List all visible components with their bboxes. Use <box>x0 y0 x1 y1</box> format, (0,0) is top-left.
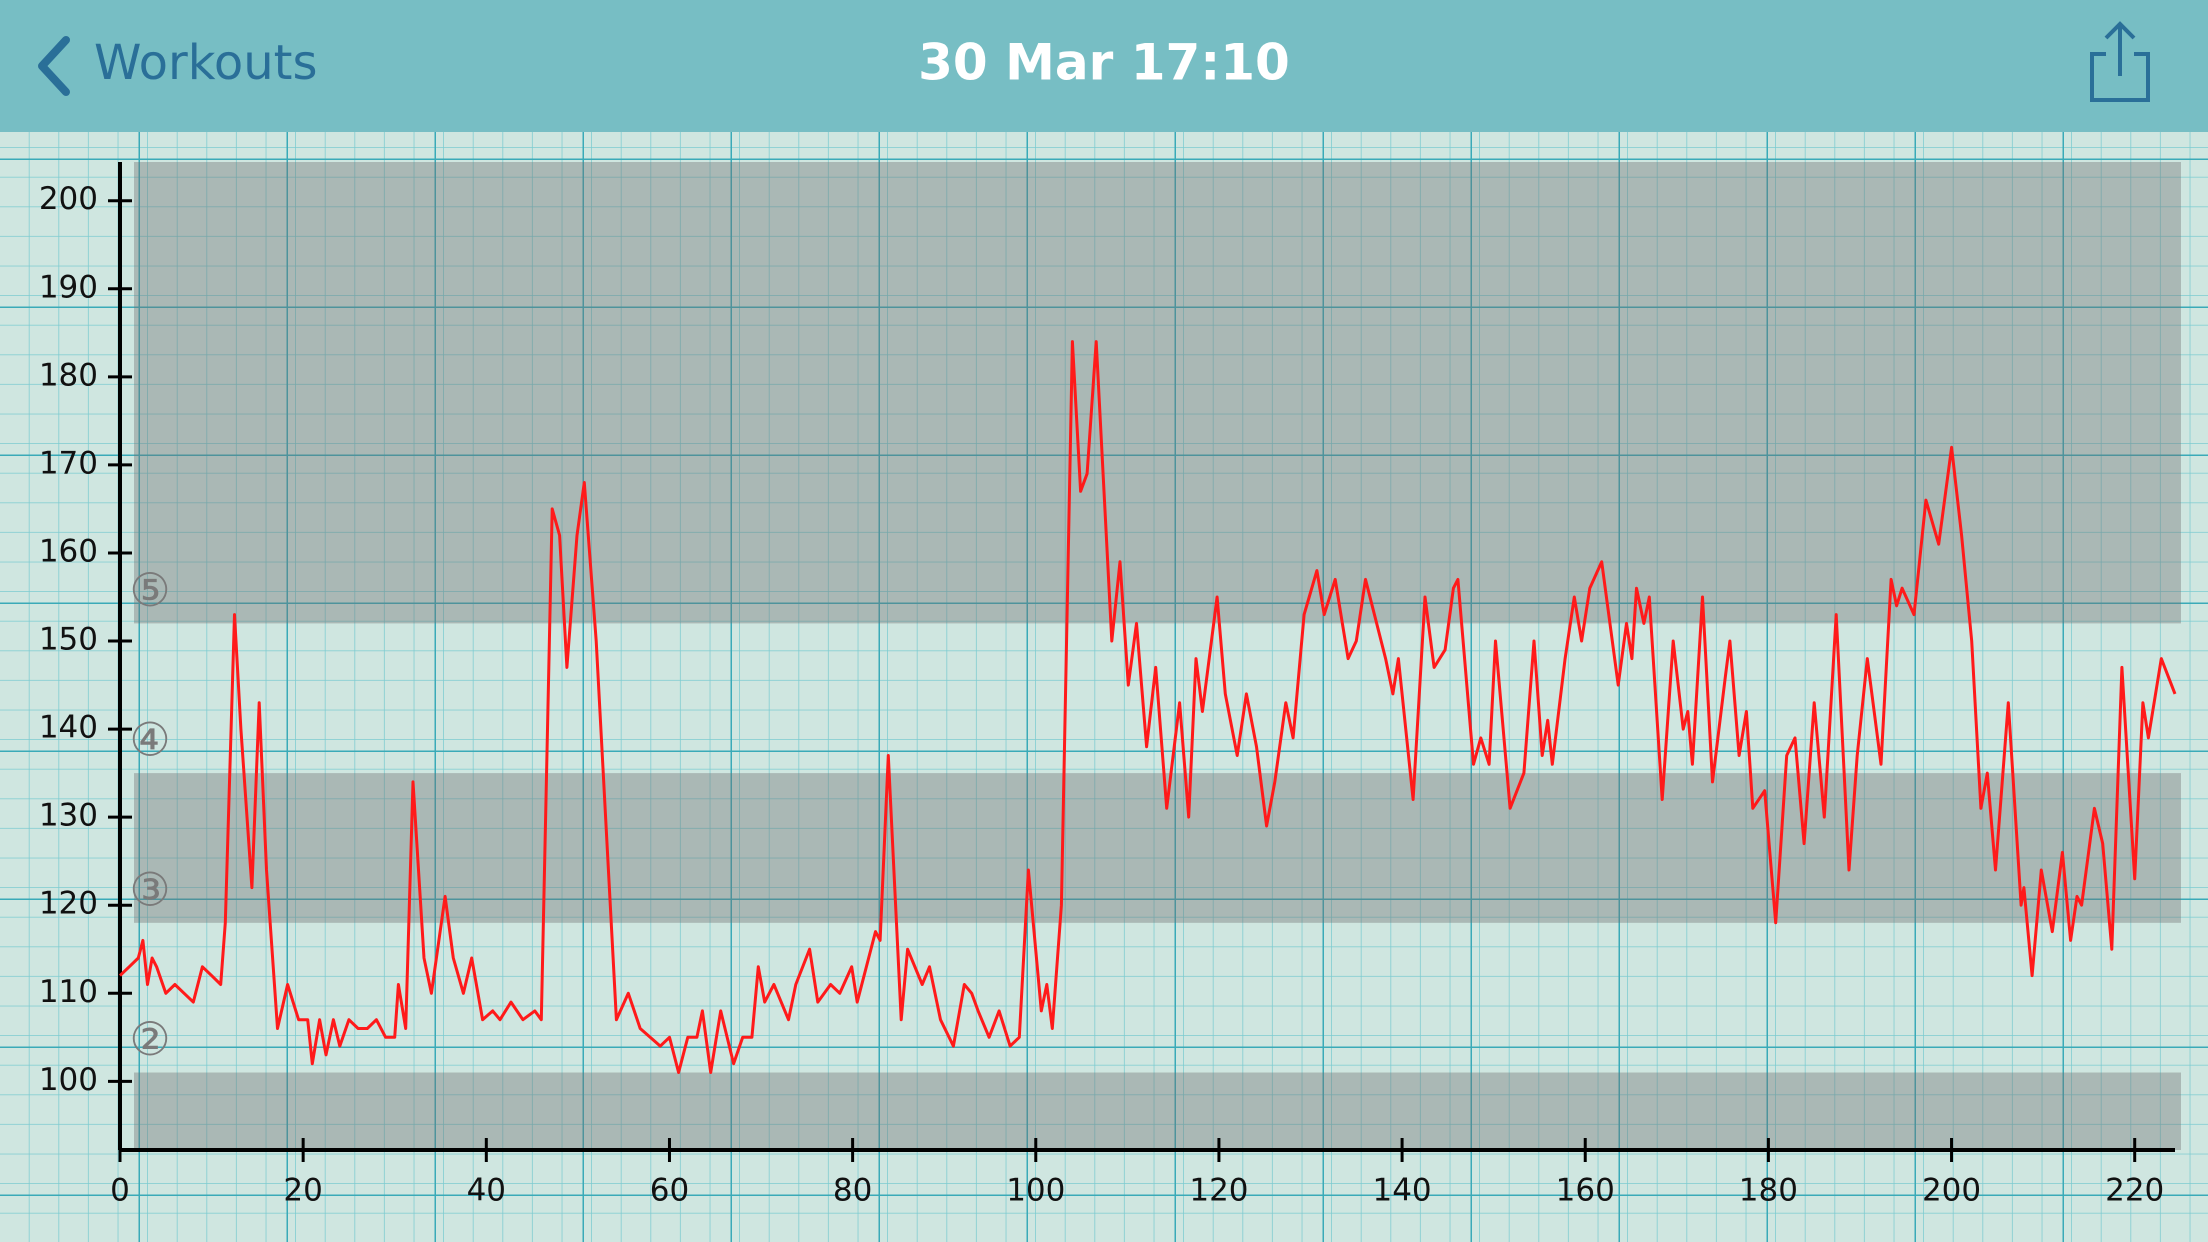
y-tick-label: 170 <box>39 445 98 481</box>
zone-label: ⑤ <box>129 563 170 617</box>
x-tick-label: 160 <box>1556 1173 1615 1209</box>
y-tick-label: 160 <box>39 533 98 569</box>
x-tick-label: 180 <box>1739 1173 1798 1209</box>
y-tick-label: 150 <box>39 622 98 658</box>
zone-band <box>134 773 2181 923</box>
x-tick-label: 20 <box>283 1173 322 1209</box>
x-tick-label: 60 <box>650 1173 689 1209</box>
x-tick-label: 80 <box>833 1173 872 1209</box>
x-tick-label: 120 <box>1189 1173 1248 1209</box>
share-button[interactable] <box>2090 21 2150 102</box>
y-tick-label: 140 <box>39 710 98 746</box>
back-label[interactable]: Workouts <box>94 35 317 91</box>
x-tick-label: 40 <box>467 1173 506 1209</box>
x-tick-label: 100 <box>1006 1173 1065 1209</box>
zone-label: ③ <box>129 862 170 916</box>
zone-band <box>134 162 2181 624</box>
y-tick-label: 120 <box>39 886 98 922</box>
heart-rate-line <box>118 340 2177 1074</box>
x-tick-label: 0 <box>110 1173 130 1209</box>
y-tick-label: 110 <box>39 974 98 1010</box>
zone-label: ④ <box>129 713 170 767</box>
nav-title: 30 Mar 17:10 <box>918 34 1290 92</box>
y-tick-label: 180 <box>39 357 98 393</box>
y-tick-label: 200 <box>39 181 98 217</box>
plot: ② ③ ④ ⑤ 100 110 120 130 140 150 160 170 180 190 200 0 20… <box>39 162 2181 1209</box>
zone-label: ② <box>129 1012 170 1066</box>
back-chevron[interactable] <box>38 36 70 96</box>
y-tick-label: 100 <box>39 1062 98 1098</box>
x-tick-label: 140 <box>1372 1173 1431 1209</box>
back-button[interactable]: Workouts <box>38 35 317 96</box>
share-box[interactable] <box>2090 52 2150 102</box>
y-tick-label: 130 <box>39 798 98 834</box>
nav-bar <box>0 0 2208 132</box>
x-tick-label: 200 <box>1922 1173 1981 1209</box>
zone-band <box>134 1072 2181 1150</box>
y-tick-label: 190 <box>39 269 98 305</box>
x-tick-label: 220 <box>2105 1173 2164 1209</box>
share-arrow[interactable] <box>2104 21 2136 76</box>
